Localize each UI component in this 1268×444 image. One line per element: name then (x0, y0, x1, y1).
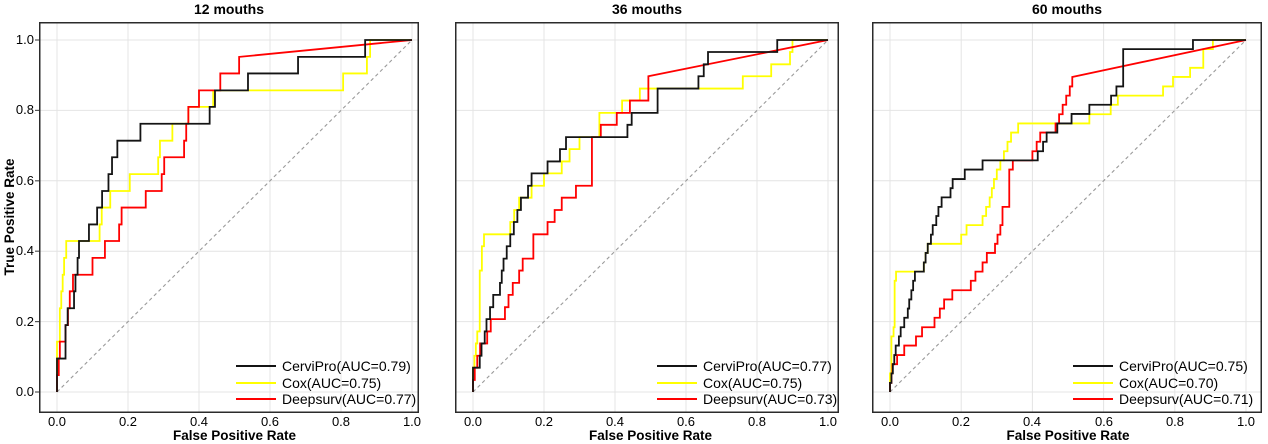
roc-panel-36-mouths (455, 22, 839, 413)
legend-label-cervipro: CerviPro(AUC=0.79) (282, 358, 411, 375)
panel-title-12-mouths: 12 mouths (193, 1, 264, 17)
legend-row-cox: Cox(AUC=0.70) (1073, 375, 1253, 392)
legend-row-cox: Cox(AUC=0.75) (236, 375, 416, 392)
legend-label-deepsurv: Deepsurv(AUC=0.73) (703, 391, 838, 408)
y-tick-label: 0.0 (15, 384, 34, 399)
x-axis-title: False Positive Rate (172, 428, 297, 443)
cervipro-line-swatch (236, 365, 276, 368)
x-tick-label: 0.2 (534, 414, 554, 429)
x-tick-label: 0.6 (676, 414, 696, 429)
legend-label-cox: Cox(AUC=0.75) (282, 374, 382, 391)
x-tick-label: 0.8 (331, 414, 351, 429)
x-tick-label: 1.0 (1236, 414, 1256, 429)
x-tick-label: 0.0 (880, 414, 900, 429)
panel-title-36-mouths: 36 mouths (611, 1, 682, 17)
deepsurv-line-swatch (1073, 398, 1113, 401)
y-tick-label: 0.6 (15, 173, 34, 188)
legend-row-cervipro: CerviPro(AUC=0.79) (236, 358, 416, 375)
x-axis-title: False Positive Rate (1006, 428, 1130, 443)
roc-panel-60-mouths (872, 22, 1262, 413)
x-tick-label: 1.0 (402, 414, 422, 429)
legend-60-mouths: CerviPro(AUC=0.75) Cox(AUC=0.70) Deepsur… (1073, 358, 1253, 408)
y-tick-label: 0.8 (15, 102, 34, 117)
x-tick-label: 0.8 (1165, 414, 1185, 429)
y-tick-label: 1.0 (15, 32, 34, 47)
cox-line-swatch (1073, 381, 1113, 384)
x-tick-label: 0.6 (260, 414, 280, 429)
cox-line-swatch (657, 381, 697, 384)
legend-row-cervipro: CerviPro(AUC=0.77) (657, 358, 837, 375)
legend-row-cox: Cox(AUC=0.75) (657, 375, 837, 392)
legend-row-cervipro: CerviPro(AUC=0.75) (1073, 358, 1253, 375)
x-tick-label: 0.0 (47, 414, 67, 429)
panel-title-60-mouths: 60 mouths (1031, 1, 1102, 17)
roc-panel-12-mouths (35, 22, 419, 413)
legend-36-mouths: CerviPro(AUC=0.77) Cox(AUC=0.75) Deepsur… (657, 358, 837, 408)
legend-row-deepsurv: Deepsurv(AUC=0.71) (1073, 391, 1253, 408)
x-tick-label: 0.4 (1022, 414, 1042, 429)
x-tick-label: 0.4 (189, 414, 209, 429)
cervipro-line-swatch (657, 365, 697, 368)
x-tick-label: 0.0 (463, 414, 483, 429)
legend-label-cox: Cox(AUC=0.75) (703, 374, 803, 391)
x-tick-label: 0.2 (118, 414, 138, 429)
y-tick-label: 0.4 (15, 243, 34, 258)
x-tick-label: 1.0 (818, 414, 838, 429)
deepsurv-line-swatch (236, 398, 276, 401)
legend-label-cervipro: CerviPro(AUC=0.77) (703, 358, 832, 375)
legend-label-deepsurv: Deepsurv(AUC=0.77) (282, 391, 417, 408)
x-tick-label: 0.8 (747, 414, 767, 429)
y-axis-title: True Positive Rate (2, 158, 17, 276)
x-tick-label: 0.6 (1094, 414, 1114, 429)
cox-line-swatch (236, 381, 276, 384)
legend-label-cox: Cox(AUC=0.70) (1119, 374, 1219, 391)
deepsurv-line-swatch (657, 398, 697, 401)
x-tick-label: 0.2 (951, 414, 971, 429)
legend-label-cervipro: CerviPro(AUC=0.75) (1119, 358, 1248, 375)
legend-row-deepsurv: Deepsurv(AUC=0.77) (236, 391, 416, 408)
cervipro-line-swatch (1073, 365, 1113, 368)
legend-12-mouths: CerviPro(AUC=0.79) Cox(AUC=0.75) Deepsur… (236, 358, 416, 408)
legend-row-deepsurv: Deepsurv(AUC=0.73) (657, 391, 837, 408)
legend-label-deepsurv: Deepsurv(AUC=0.71) (1119, 391, 1254, 408)
y-tick-label: 0.2 (15, 314, 34, 329)
x-axis-title: False Positive Rate (588, 428, 713, 443)
x-tick-label: 0.4 (605, 414, 625, 429)
